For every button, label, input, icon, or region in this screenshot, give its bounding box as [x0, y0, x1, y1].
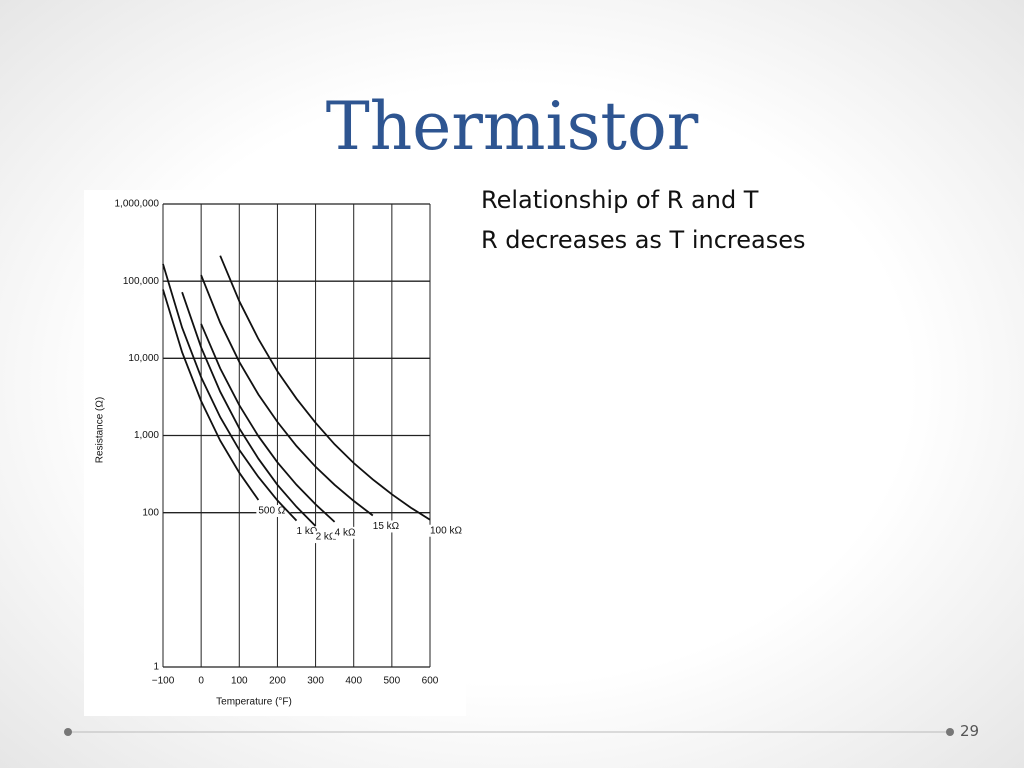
series-line	[162, 263, 298, 522]
series-line	[181, 291, 317, 527]
legend-label-bg	[428, 524, 462, 537]
y-tick-label: 100	[142, 507, 159, 518]
legend-label-bg	[370, 520, 405, 533]
series-line	[162, 289, 260, 501]
legend-label: 1 kΩ	[297, 526, 318, 537]
series-line	[200, 323, 336, 523]
x-tick-label: 600	[422, 676, 439, 687]
series-line	[219, 255, 431, 521]
y-tick-label: 1,000	[134, 430, 159, 441]
legend-label-bg	[332, 526, 367, 539]
legend-label: 100 kΩ	[430, 525, 462, 536]
x-tick-label: 500	[384, 676, 401, 687]
y-tick-label: 100,000	[123, 276, 160, 287]
slide-title: Thermistor	[325, 88, 699, 165]
x-tick-label: 200	[269, 676, 286, 687]
chart: Temperature (°F) Resistance (Ω) 1 100 1,00…	[84, 190, 466, 716]
bullet: R decreases as T increases	[481, 226, 806, 254]
bullet: Relationship of R and T	[481, 186, 759, 214]
page-number: 29	[960, 722, 980, 740]
x-axis-label: Temperature (°F)	[216, 697, 292, 708]
legend-label: 2 kΩ	[316, 532, 337, 543]
y-tick-label: 10,000	[128, 353, 159, 364]
legend-label: 15 kΩ	[373, 521, 400, 532]
x-tick-label: 400	[345, 676, 362, 687]
y-tick-label: 1,000,000	[115, 199, 160, 210]
x-tick-label: 0	[198, 676, 204, 687]
legend-label-bg	[256, 504, 291, 517]
x-tick-label: 100	[231, 676, 248, 687]
y-tick-label: 1	[153, 662, 159, 673]
legend-label: 4 kΩ	[335, 528, 356, 539]
x-tick-label: 300	[307, 676, 324, 687]
series-line	[200, 274, 374, 517]
x-tick-label: −100	[152, 676, 175, 687]
y-axis-label: Resistance (Ω)	[95, 397, 106, 463]
legend-label: 500 Ω	[258, 506, 285, 517]
